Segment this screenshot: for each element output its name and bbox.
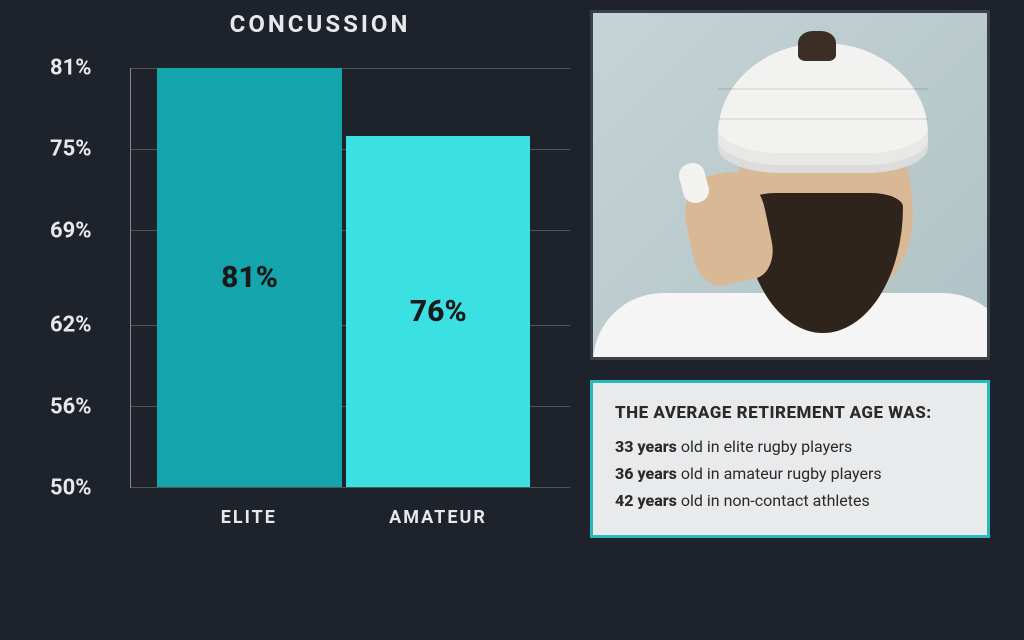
info-line-rest: old in non-contact athletes <box>677 491 870 510</box>
info-line: 36 years old in amateur rugby players <box>615 460 965 487</box>
x-axis-label: AMATEUR <box>389 507 487 528</box>
bar-value-label: 81% <box>221 260 278 295</box>
x-axis-label: ELITE <box>221 507 277 528</box>
bar-amateur: 76% <box>346 136 530 487</box>
info-line-bold: 42 years <box>615 491 677 510</box>
injury-photo <box>590 10 990 360</box>
bar-value-label: 76% <box>410 294 467 329</box>
y-axis-tick: 81% <box>50 56 92 81</box>
y-axis-tick: 56% <box>50 394 92 419</box>
retirement-age-info-box: THE AVERAGE RETIREMENT AGE WAS: 33 years… <box>590 380 990 538</box>
info-line-bold: 33 years <box>615 437 677 456</box>
y-axis-tick: 50% <box>50 476 92 501</box>
chart-title: CONCUSSION <box>230 10 411 38</box>
info-line-rest: old in elite rugby players <box>677 437 852 456</box>
y-axis-tick: 62% <box>50 313 92 338</box>
info-line-rest: old in amateur rugby players <box>677 464 882 483</box>
info-line-bold: 36 years <box>615 464 677 483</box>
bar-elite: 81% <box>157 68 341 487</box>
info-line: 33 years old in elite rugby players <box>615 433 965 460</box>
info-box-title: THE AVERAGE RETIREMENT AGE WAS: <box>615 403 965 423</box>
grid-line <box>131 487 570 488</box>
y-axis-tick: 75% <box>50 137 92 162</box>
info-line: 42 years old in non-contact athletes <box>615 487 965 514</box>
concussion-bar-chart: 50%56%62%69%75%81% 81%76% ELITEAMATEUR <box>50 68 570 528</box>
y-axis-tick: 69% <box>50 218 92 243</box>
